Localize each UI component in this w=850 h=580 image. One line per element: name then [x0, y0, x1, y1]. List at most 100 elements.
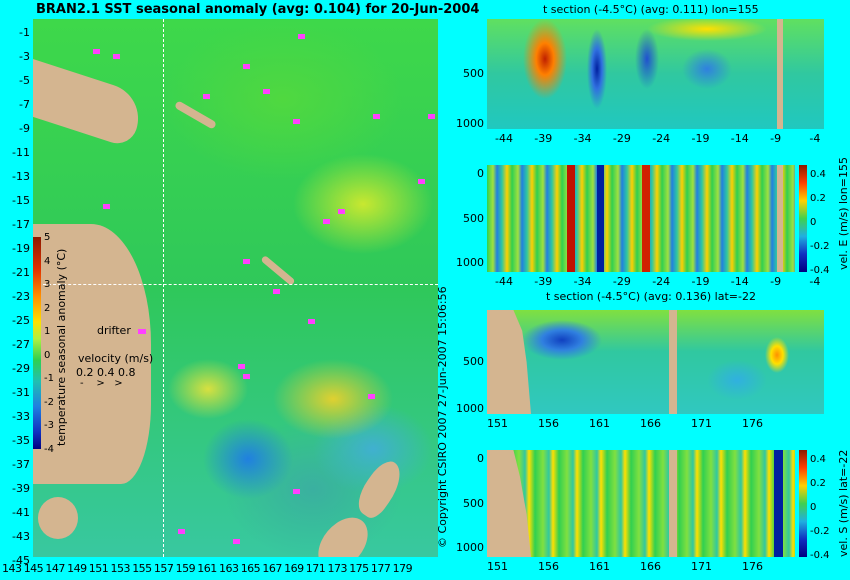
sst-colorbar — [33, 237, 41, 449]
lon-tick-label: 177 — [370, 562, 391, 575]
sst-colorbar-tick: 4 — [44, 255, 51, 267]
panel-x-tick: 176 — [742, 560, 763, 573]
lon-tick-label: 161 — [197, 562, 217, 575]
panel-x-tick: 156 — [538, 560, 559, 573]
lat-tick-label: -5 — [19, 74, 30, 87]
lat-tick-label: -33 — [12, 410, 30, 423]
drifter-marker — [418, 179, 425, 184]
panel-y-tick: 1000 — [456, 116, 484, 130]
panel-colorbar-tick: 0 — [810, 217, 817, 228]
panel-x-tick: -9 — [770, 275, 782, 288]
p1-land — [777, 19, 783, 129]
australia-land — [33, 224, 151, 484]
panel-x-tick: -39 — [534, 132, 553, 145]
sst-colorbar-tick: 2 — [44, 302, 51, 314]
lat-tick-label: -35 — [12, 434, 30, 447]
lat-tick-label: -15 — [12, 194, 30, 207]
drifter-legend: drifter — [97, 324, 147, 337]
sst-colorbar-tick: -4 — [44, 443, 54, 455]
drifter-marker-icon — [138, 329, 147, 334]
velocity-legend-values: 0.2 0.4 0.8 — [76, 366, 136, 379]
panel-x-tick: -34 — [573, 275, 592, 288]
panel-x-tick: -14 — [730, 275, 749, 288]
lon-tick-label: 151 — [88, 562, 109, 575]
lat-tick-label: -37 — [12, 458, 30, 471]
lon-tick-label: 173 — [327, 562, 348, 575]
drifter-marker — [298, 34, 305, 39]
panel-x-tick: 171 — [691, 560, 712, 573]
vel-s-lat-plot — [487, 450, 795, 557]
p4-land-west — [487, 450, 531, 557]
panel-x-tick: -29 — [612, 132, 631, 145]
vel-e-colorbar-label: vel. E (m/s) lon=155 — [837, 157, 850, 270]
drifter-marker — [263, 89, 270, 94]
drifter-marker — [243, 374, 250, 379]
p3-land-mid — [669, 310, 677, 414]
t-section-lat-plot — [487, 310, 824, 414]
panel-x-tick: 161 — [589, 417, 610, 430]
panel1-title: t section (-4.5°C) (avg: 0.111) lon=155 — [543, 3, 759, 16]
panel-y-tick: 500 — [463, 67, 484, 80]
map-title: BRAN2.1 SST seasonal anomaly (avg: 0.104… — [36, 2, 480, 17]
t-section-lon-plot — [487, 19, 824, 129]
lat-tick-label: -39 — [12, 482, 30, 495]
lat-tick-label: -11 — [12, 146, 30, 159]
lon-tick-label: 143 — [2, 562, 22, 575]
lat-tick-label: -25 — [12, 314, 30, 327]
vel-e-lon-plot — [487, 165, 795, 272]
panel-colorbar-tick: 0.4 — [810, 454, 826, 465]
panel-x-tick: -24 — [652, 132, 671, 145]
panel3-title: t section (-4.5°C) (avg: 0.136) lat=-22 — [546, 290, 756, 303]
new-zealand-north — [350, 455, 410, 523]
lat-tick-label: -13 — [12, 170, 30, 183]
lon-tick-label: 163 — [219, 562, 239, 575]
panel-x-tick: -4 — [809, 275, 821, 288]
panel-x-tick: 161 — [589, 560, 610, 573]
sst-colorbar-tick: -2 — [44, 396, 54, 408]
sst-colorbar-tick: 3 — [44, 279, 51, 290]
drifter-marker — [293, 489, 300, 494]
drifter-marker — [203, 94, 210, 99]
drifter-marker — [338, 209, 345, 214]
panel-colorbar-tick: 0 — [810, 502, 817, 513]
drifter-marker — [233, 539, 240, 544]
p2-red-band-1 — [567, 165, 575, 272]
drifter-marker — [113, 54, 120, 59]
panel-x-tick: -34 — [573, 132, 592, 145]
panel-x-tick: -44 — [495, 275, 513, 288]
panel-y-tick: 0 — [477, 166, 484, 180]
lon-tick-label: 159 — [175, 562, 196, 575]
sst-colorbar-tick: -3 — [44, 420, 54, 431]
drifter-label: drifter — [97, 324, 131, 337]
lat-tick-label: -1 — [19, 26, 30, 39]
velocity-value-2: 0.4 — [97, 366, 115, 379]
panel-x-tick: -29 — [612, 275, 631, 288]
panel-colorbar-tick: 0.2 — [810, 478, 826, 489]
drifter-marker — [243, 259, 250, 264]
panel-y-tick: 500 — [463, 496, 484, 510]
p2-blue-band-1 — [597, 165, 604, 272]
drifter-marker — [273, 289, 280, 294]
crosshair-horizontal — [33, 284, 438, 285]
lon-tick-label: 179 — [392, 562, 413, 575]
lon-tick-label: 157 — [153, 562, 174, 575]
velocity-value-1: 0.2 — [76, 366, 94, 379]
lon-tick-label: 169 — [284, 562, 304, 575]
panel-x-tick: -14 — [730, 132, 749, 145]
sst-colorbar-tick: 1 — [44, 326, 51, 337]
lat-tick-label: -29 — [12, 362, 30, 375]
velocity-legend-label: velocity (m/s) — [78, 352, 154, 365]
solomon-islands — [174, 100, 217, 130]
lat-tick-label: -19 — [12, 242, 30, 255]
lat-tick-label: -7 — [19, 98, 30, 111]
panel-y-tick: 500 — [463, 211, 484, 225]
sst-colorbar-tick: 5 — [44, 232, 51, 243]
panel-x-tick: -19 — [691, 275, 710, 288]
panel-x-tick: 151 — [487, 417, 508, 430]
lon-tick-label: 171 — [305, 562, 326, 575]
drifter-marker — [93, 49, 100, 54]
vel-e-colorbar — [799, 165, 807, 272]
lat-tick-label: -3 — [19, 50, 30, 63]
panel-y-tick: 0 — [477, 451, 484, 465]
panel-x-tick: 166 — [640, 560, 661, 573]
